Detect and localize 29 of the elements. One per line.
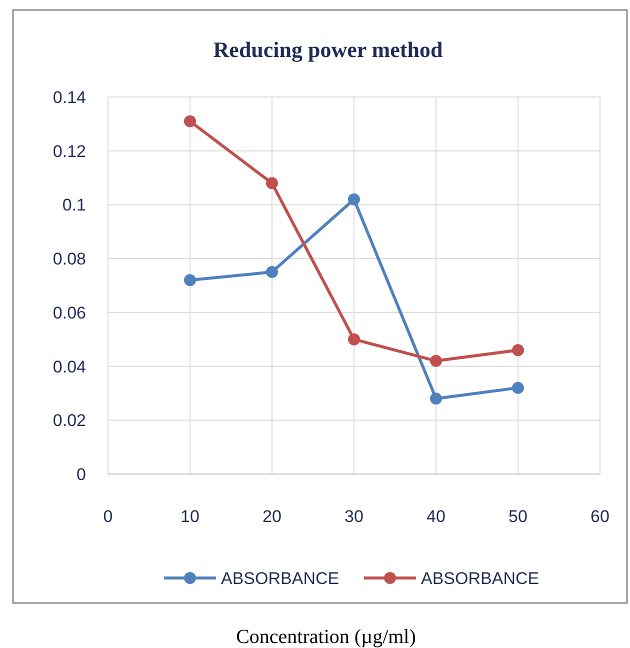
y-tick-label: 0.02 [52, 411, 86, 430]
x-tick-label: 60 [590, 507, 610, 526]
point [184, 115, 196, 128]
y-tick-label: 0.14 [52, 88, 86, 107]
point [184, 274, 196, 286]
legend-label: ABSORBANCE [421, 569, 540, 588]
y-tick-label: 0.12 [52, 142, 86, 161]
point [348, 333, 360, 346]
point [430, 354, 442, 367]
x-tick-label: 50 [508, 507, 528, 526]
x-tick-label: 0 [103, 507, 113, 526]
y-tick-label: 0 [76, 465, 86, 484]
legend-label: ABSORBANCE [221, 569, 340, 588]
x-tick-label: 10 [180, 507, 200, 526]
point [266, 177, 278, 190]
point [348, 193, 360, 206]
chart-title: Reducing power method [213, 37, 443, 62]
x-axis-title: Concentration (µg/ml) [236, 626, 416, 648]
point [430, 392, 442, 405]
y-tick-label: 0.08 [52, 250, 86, 269]
point [512, 344, 524, 356]
point [512, 382, 524, 394]
point [266, 266, 278, 278]
x-tick-label: 30 [344, 507, 364, 526]
y-tick-label: 0.1 [62, 196, 86, 215]
x-tick-label: 40 [426, 507, 446, 526]
y-tick-label: 0.04 [52, 357, 86, 376]
y-tick-label: 0.06 [52, 303, 86, 322]
x-tick-label: 20 [262, 507, 282, 526]
